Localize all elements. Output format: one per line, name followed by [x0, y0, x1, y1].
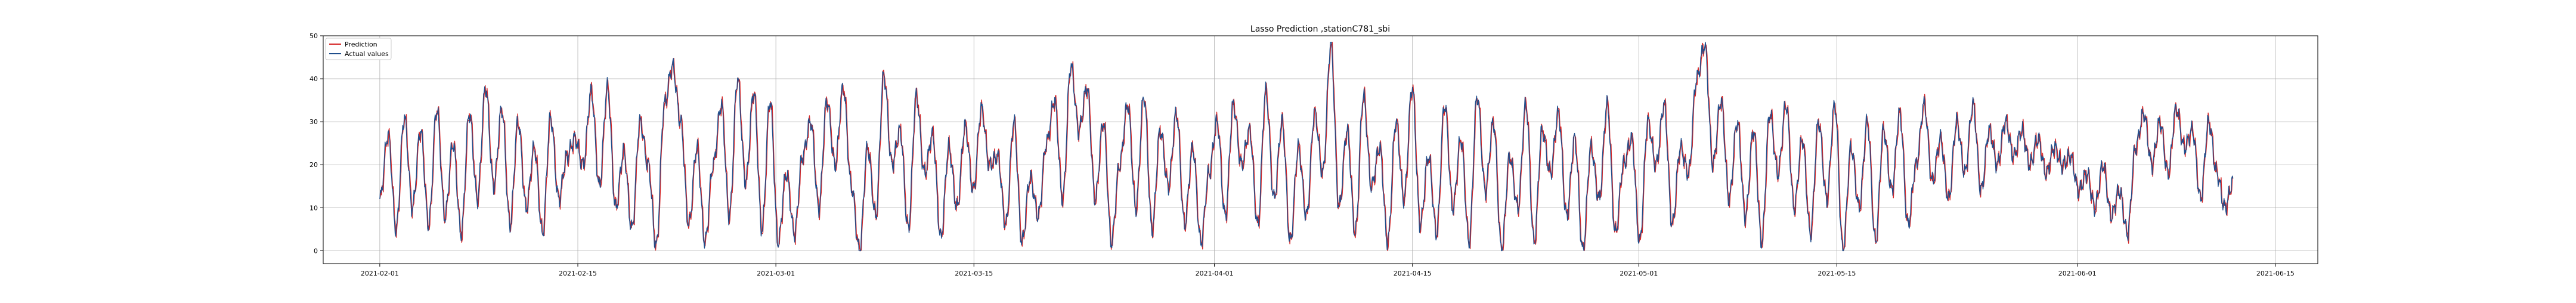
y-tick-label: 30 — [309, 118, 318, 126]
y-tick-label: 50 — [309, 32, 318, 40]
series-line-prediction — [379, 42, 2234, 252]
y-axis: 0 10 20 30 40 50 — [309, 32, 323, 255]
plot-area-frame — [323, 35, 2318, 264]
legend-box — [325, 38, 392, 60]
x-tick-label: 2021-03-01 — [757, 270, 795, 277]
x-tick-label: 2021-04-01 — [1196, 270, 1234, 277]
x-axis: 2021-02-01 2021-02-15 2021-03-01 2021-03-15… — [361, 264, 2295, 277]
chart-title: Lasso Prediction ,stationC781_sbi — [1250, 24, 1390, 34]
x-tick-label: 2021-05-15 — [1818, 270, 1856, 277]
y-tick-label: 40 — [309, 75, 318, 83]
x-tick-label: 2021-04-15 — [1394, 270, 1432, 277]
grid-lines — [323, 35, 2318, 264]
y-tick-label: 10 — [309, 204, 318, 212]
y-tick-label: 20 — [309, 161, 318, 169]
x-tick-label: 2021-06-01 — [2058, 270, 2097, 277]
x-tick-label: 2021-06-15 — [2256, 270, 2295, 277]
legend: Prediction Actual values — [325, 38, 392, 60]
x-tick-label: 2021-02-01 — [361, 270, 399, 277]
series-lines — [379, 42, 2234, 252]
y-tick-label: 0 — [314, 247, 318, 255]
x-tick-label: 2021-03-15 — [955, 270, 993, 277]
x-tick-label: 2021-05-01 — [1620, 270, 1658, 277]
legend-label-prediction: Prediction — [345, 41, 377, 48]
series-line-actual-values — [379, 42, 2234, 252]
legend-label-actual-values: Actual values — [345, 50, 389, 58]
x-tick-label: 2021-02-15 — [559, 270, 597, 277]
